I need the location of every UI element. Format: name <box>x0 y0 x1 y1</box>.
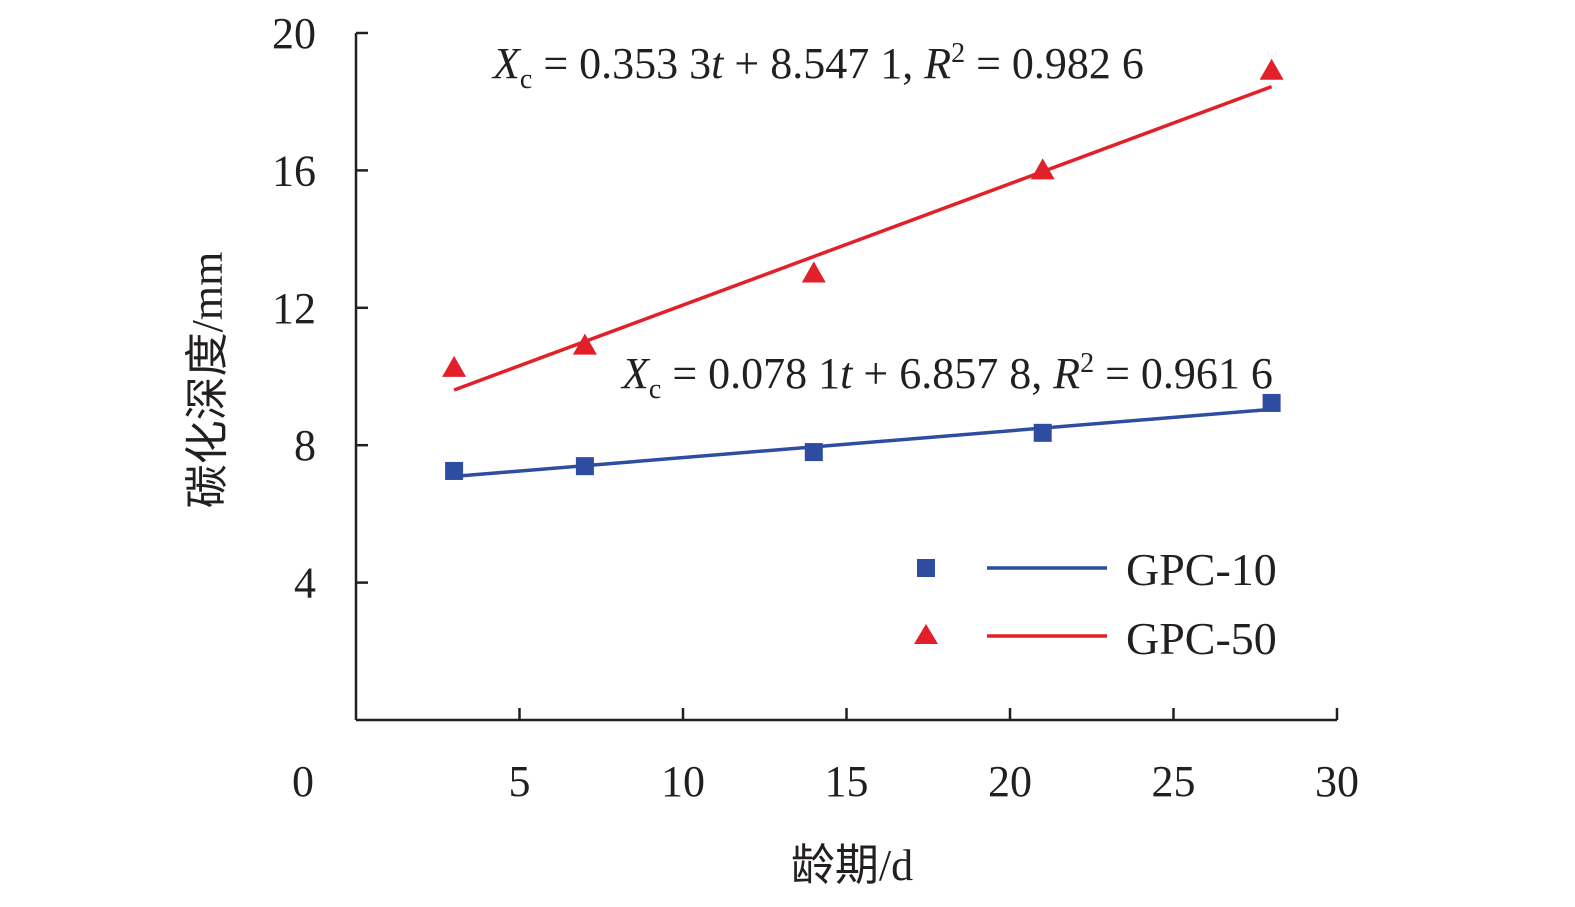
x-tick-label: 0 <box>292 757 314 806</box>
ticks: 0 5 10 15 20 25 30 4 8 12 16 20 <box>272 9 1359 806</box>
data-point-gpc-10 <box>575 457 594 476</box>
x-tick-label: 20 <box>988 757 1032 806</box>
data-point-gpc-50 <box>442 355 467 377</box>
data-point-gpc-10 <box>804 443 823 462</box>
legend-marker-triangle <box>914 624 938 644</box>
y-tick-label: 12 <box>272 284 316 333</box>
legend-marker-square <box>917 559 935 577</box>
y-tick-label: 8 <box>294 421 316 470</box>
legend-label-gpc-10: GPC-10 <box>1126 544 1277 595</box>
data-point-gpc-50 <box>1259 58 1284 80</box>
y-tick-label: 16 <box>272 146 316 195</box>
data-point-gpc-10 <box>445 461 464 480</box>
x-tick-label: 10 <box>661 757 705 806</box>
y-axis-title: 碳化深度/mm <box>183 252 232 509</box>
data-point-gpc-50 <box>572 333 597 355</box>
fit-line-gpc-50 <box>453 84 1273 392</box>
equation-gpc-50: Xc = 0.353 3t + 8.547 1, R2 = 0.982 6 <box>491 38 1144 95</box>
equation-gpc-10: Xc = 0.078 1t + 6.857 8, R2 = 0.961 6 <box>620 348 1273 405</box>
x-axis-title: 龄期/d <box>791 841 913 890</box>
fit-lines <box>453 84 1273 479</box>
x-tick-label: 25 <box>1152 757 1196 806</box>
legend: GPC-10 GPC-50 <box>914 544 1277 664</box>
x-tick-label: 15 <box>825 757 869 806</box>
legend-label-gpc-50: GPC-50 <box>1126 613 1277 664</box>
data-points <box>442 58 1284 480</box>
data-point-gpc-10 <box>1262 393 1281 412</box>
data-point-gpc-50 <box>801 261 826 283</box>
data-point-gpc-50 <box>1030 158 1055 180</box>
y-tick-label: 20 <box>272 9 316 58</box>
data-point-gpc-10 <box>1033 423 1052 442</box>
y-tick-label: 4 <box>294 559 316 608</box>
x-tick-label: 30 <box>1315 757 1359 806</box>
x-tick-label: 5 <box>509 757 531 806</box>
